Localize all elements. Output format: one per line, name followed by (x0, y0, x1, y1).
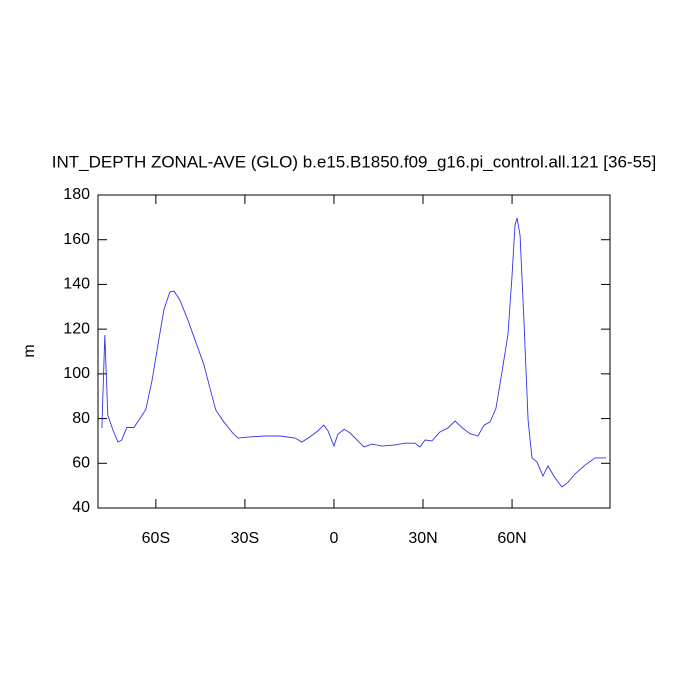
y-tick-label: 160 (63, 231, 90, 248)
y-axis-label: m (21, 344, 38, 357)
x-tick-label: 60S (142, 530, 170, 547)
x-tick-label: 0 (330, 530, 339, 547)
y-tick-label: 140 (63, 276, 90, 293)
data-line (101, 217, 607, 488)
x-tick-label: 30S (231, 530, 259, 547)
y-tick-label: 100 (63, 365, 90, 382)
plot-frame (97, 194, 611, 509)
x-tick-label: 30N (408, 530, 437, 547)
y-tick-label: 40 (72, 499, 90, 516)
y-tick-label: 180 (63, 186, 90, 203)
y-tick-label: 80 (72, 410, 90, 427)
chart-title: INT_DEPTH ZONAL-AVE (GLO) b.e15.B1850.f0… (52, 152, 656, 171)
y-tick-label: 120 (63, 320, 90, 337)
x-tick-label: 60N (497, 530, 526, 547)
y-tick-label: 60 (72, 455, 90, 472)
